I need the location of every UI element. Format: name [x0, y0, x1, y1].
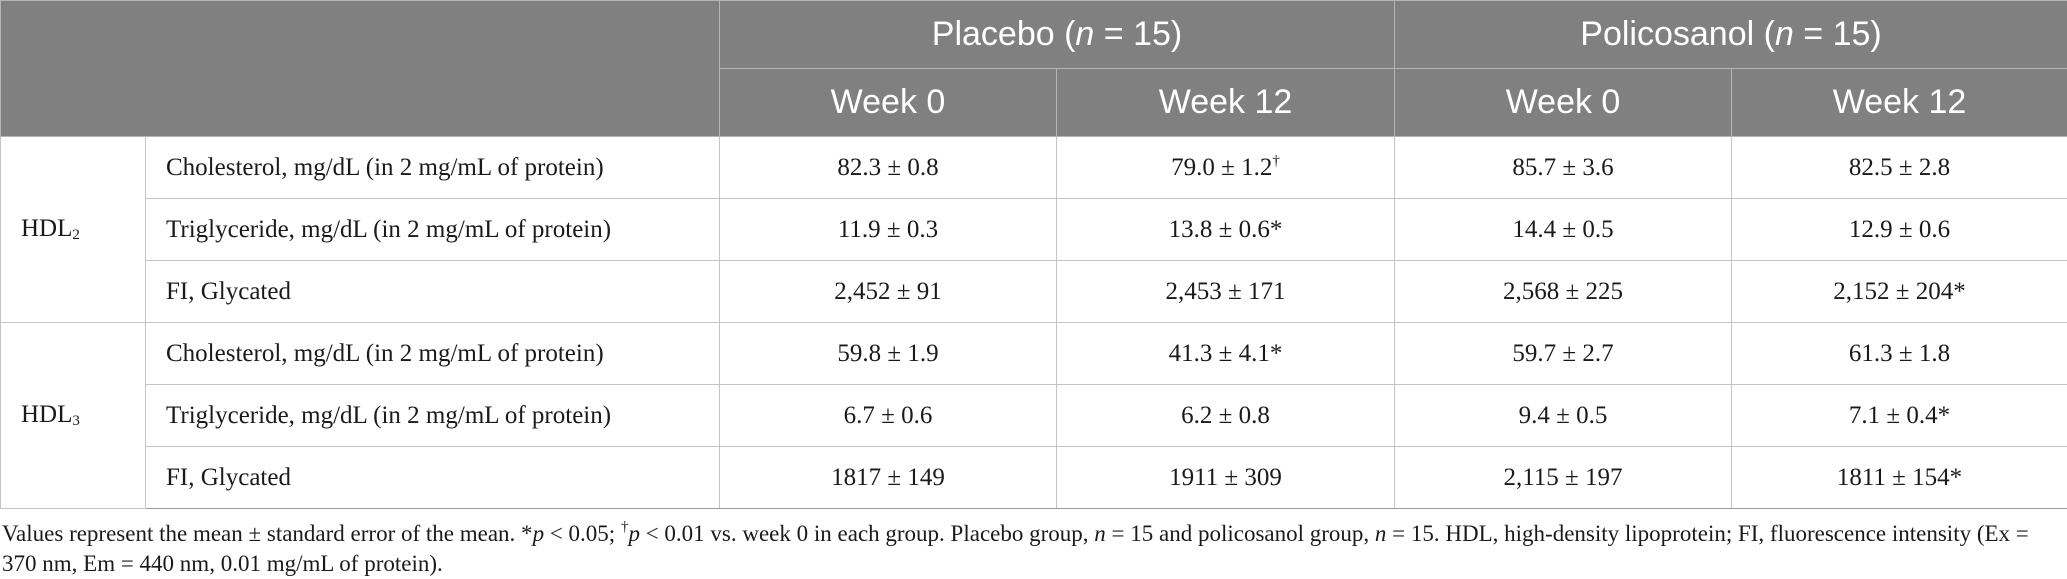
table-row: Triglyceride, mg/dL (in 2 mg/mL of prote…: [1, 198, 2067, 261]
measure-label: FI, Glycated: [145, 260, 720, 323]
value-cell: 7.1 ± 0.4*: [1731, 384, 2067, 447]
table-row: FI, Glycated 1817 ± 149 1911 ± 309 2,115…: [1, 446, 2067, 509]
group-label-hdl2: HDL2: [0, 136, 146, 323]
table-body: HDL2 Cholesterol, mg/dL (in 2 mg/mL of p…: [0, 136, 2067, 509]
value-cell: 1817 ± 149: [719, 446, 1057, 509]
header-group-placebo: Placebo (n = 15): [718, 0, 1396, 69]
header-week-policosanol-0: Week 0: [1394, 68, 1733, 137]
value-cell: 59.8 ± 1.9: [719, 322, 1057, 385]
value-cell: 2,568 ± 225: [1394, 260, 1733, 323]
measure-label: Cholesterol, mg/dL (in 2 mg/mL of protei…: [145, 322, 720, 385]
value-cell: 9.4 ± 0.5: [1394, 384, 1733, 447]
value-cell: 12.9 ± 0.6: [1731, 198, 2067, 261]
value-cell: 6.7 ± 0.6: [719, 384, 1057, 447]
value-cell: 59.7 ± 2.7: [1394, 322, 1733, 385]
value-cell: 2,453 ± 171: [1055, 260, 1396, 323]
value-cell: 1911 ± 309: [1055, 446, 1396, 509]
value-cell: 2,115 ± 197: [1394, 446, 1733, 509]
value-cell: 2,452 ± 91: [719, 260, 1057, 323]
measure-label: FI, Glycated: [145, 446, 720, 509]
value-cell: 2,152 ± 204*: [1731, 260, 2067, 323]
header-group-policosanol: Policosanol (n = 15): [1394, 0, 2067, 69]
value-cell: 85.7 ± 3.6: [1394, 136, 1733, 199]
table-header: Placebo (n = 15) Policosanol (n = 15) We…: [0, 0, 2067, 137]
table-row: HDL3 Cholesterol, mg/dL (in 2 mg/mL of p…: [0, 322, 2067, 509]
measure-label: Triglyceride, mg/dL (in 2 mg/mL of prote…: [145, 384, 720, 447]
value-cell: 82.3 ± 0.8: [719, 136, 1057, 199]
dagger-mark: †: [1272, 153, 1280, 169]
value-cell: 61.3 ± 1.8: [1731, 322, 2067, 385]
results-table: Placebo (n = 15) Policosanol (n = 15) We…: [0, 0, 2067, 509]
measure-label: Triglyceride, mg/dL (in 2 mg/mL of prote…: [145, 198, 720, 261]
value-cell: 41.3 ± 4.1*: [1055, 322, 1396, 385]
table-row: FI, Glycated 2,452 ± 91 2,453 ± 171 2,56…: [1, 260, 2067, 323]
header-blank-cell: [0, 0, 720, 137]
value-cell: 13.8 ± 0.6*: [1055, 198, 1396, 261]
value-cell: 14.4 ± 0.5: [1394, 198, 1733, 261]
measure-label: Cholesterol, mg/dL (in 2 mg/mL of protei…: [145, 136, 720, 199]
table-footnote: Values represent the mean ± standard err…: [2, 519, 2029, 576]
header-week-policosanol-12: Week 12: [1731, 68, 2067, 137]
value-cell: 11.9 ± 0.3: [719, 198, 1057, 261]
value-cell: 82.5 ± 2.8: [1731, 136, 2067, 199]
table-row: Triglyceride, mg/dL (in 2 mg/mL of prote…: [1, 384, 2067, 447]
value-cell: 1811 ± 154*: [1731, 446, 2067, 509]
table-row: HDL2 Cholesterol, mg/dL (in 2 mg/mL of p…: [0, 136, 2067, 323]
header-week-placebo-0: Week 0: [719, 68, 1057, 137]
group-label-hdl3: HDL3: [0, 322, 146, 509]
value-cell: 79.0 ± 1.2†: [1055, 136, 1396, 199]
header-week-placebo-12: Week 12: [1055, 68, 1396, 137]
value-cell: 6.2 ± 0.8: [1055, 384, 1396, 447]
